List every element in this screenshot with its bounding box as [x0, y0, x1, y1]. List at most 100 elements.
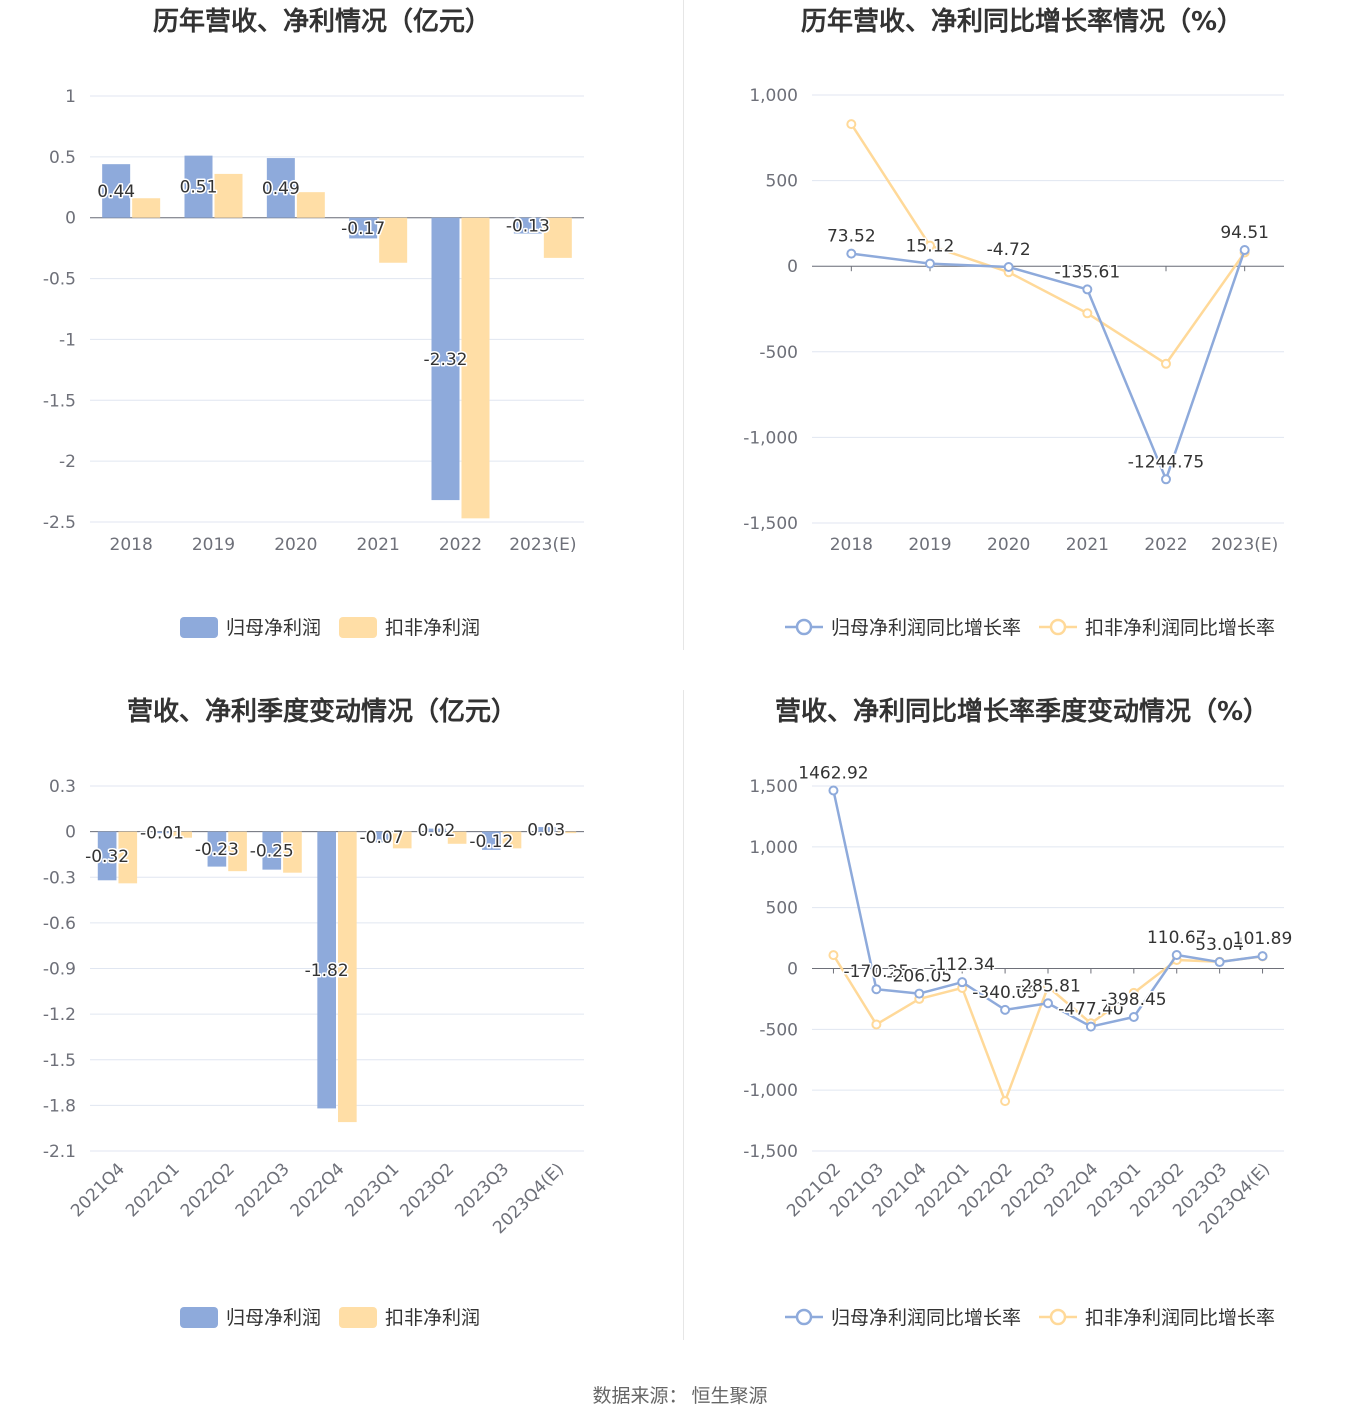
y-tick-label: 1,000 [749, 838, 798, 858]
y-tick-label: 0.3 [49, 777, 76, 797]
legend-label: 扣非净利润同比增长率 [1085, 617, 1275, 639]
point-koufei [1000, 1096, 1011, 1107]
chart-quarterly-profit: 营收、净利季度变动情况（亿元） 0.3 0 -0.3 -0.6 -0.9 -1.2 -1.5 -… [0, 690, 680, 1380]
legend-swatch [180, 617, 218, 638]
legend-marker [795, 1308, 813, 1326]
y-tick-label: 0 [787, 257, 798, 277]
y-tick-label: -0.6 [43, 914, 76, 934]
bar-guimu [349, 217, 378, 239]
data-label: -0.32 [85, 847, 129, 867]
data-label: 15.12 [906, 237, 955, 257]
chart-title: 营收、净利同比增长率季度变动情况（%） [775, 696, 1269, 727]
x-tick-label: 2022Q2 [177, 1159, 239, 1221]
bar-guimu [266, 158, 295, 218]
bar-koufei [228, 831, 247, 872]
y-tick-label: 0 [65, 209, 76, 229]
legend-swatch [180, 1307, 218, 1328]
data-label: -112.34 [929, 955, 995, 975]
x-tick-label: 2021 [357, 535, 400, 555]
y-tick-label: -500 [759, 343, 798, 363]
point-guimu [1161, 474, 1171, 485]
y-tick-label: -1.5 [43, 391, 76, 411]
point-guimu [957, 977, 968, 988]
bar-guimu [513, 217, 542, 234]
data-label: -2.32 [424, 350, 468, 370]
legend-swatch [339, 617, 377, 638]
point-guimu [925, 258, 935, 269]
annual-profit-svg: 历年营收、净利情况（亿元） 1 0.5 0 -0.5 -1 -1.5 -2 -2.5 2018 20… [43, 6, 584, 639]
y-tick-label: 1 [65, 87, 76, 107]
data-label: -170.25 [844, 962, 910, 982]
data-label: 110.67 [1147, 928, 1206, 948]
data-label: -0.12 [469, 832, 513, 852]
bar-guimu [431, 217, 460, 501]
annual-growth-svg: 历年营收、净利同比增长率情况（%） 1,000 500 0 -500 -1,000 -1,5… [743, 6, 1284, 639]
data-label: 94.51 [1220, 223, 1269, 243]
bar-koufei [173, 831, 192, 838]
y-tick-label: 0.5 [49, 148, 76, 168]
bar-koufei [392, 831, 412, 849]
data-label: 0.51 [180, 178, 218, 198]
bar-koufei [214, 173, 243, 218]
data-label: -0.17 [341, 219, 385, 239]
y-tick-label: -2.1 [43, 1142, 76, 1162]
point-guimu [914, 988, 925, 999]
bar-guimu [482, 831, 501, 850]
data-label: -285.81 [1015, 976, 1081, 996]
point-guimu [828, 785, 839, 796]
y-tick-label: -0.9 [43, 960, 76, 980]
x-tick-label: 2023Q1 [342, 1159, 404, 1221]
legend-label: 扣非净利润 [385, 1307, 480, 1329]
bar-guimu [152, 831, 172, 834]
bar-koufei [283, 831, 302, 873]
point-guimu [1171, 950, 1182, 961]
bar-guimu [262, 831, 282, 870]
legend-label: 归母净利润同比增长率 [831, 1307, 1021, 1329]
y-tick-label: -0.5 [43, 270, 76, 290]
point-guimu [1214, 957, 1225, 968]
x-tick-label: 2022 [1144, 535, 1187, 555]
y-tick-label: -1.5 [43, 1051, 76, 1071]
point-koufei [1128, 987, 1139, 998]
point-guimu [1085, 1021, 1096, 1032]
data-label: 0.03 [527, 820, 565, 840]
x-tick-label: 2023(E) [509, 535, 576, 555]
data-label: -0.07 [360, 828, 404, 848]
chart-title: 历年营收、净利同比增长率情况（%） [801, 6, 1243, 37]
data-label: -0.01 [140, 823, 184, 843]
data-label: -1.82 [305, 961, 349, 981]
y-tick-label: 0 [65, 823, 76, 843]
point-guimu [846, 248, 857, 259]
point-koufei [925, 240, 935, 251]
legend-label: 扣非净利润同比增长率 [1085, 1307, 1275, 1329]
x-tick-label: 2023(E) [1211, 535, 1278, 555]
legend-marker [795, 618, 813, 636]
bar-koufei [461, 217, 490, 519]
source-label: 数据来源： [592, 1385, 688, 1407]
x-tick-label: 2023Q2 [396, 1159, 458, 1221]
bar-guimu [184, 155, 213, 218]
point-koufei [846, 119, 857, 130]
bar-guimu [207, 831, 227, 867]
legend-label: 归母净利润 [226, 1307, 321, 1329]
data-label: -0.23 [195, 840, 239, 860]
point-guimu [1000, 1004, 1011, 1015]
chart-title: 营收、净利季度变动情况（亿元） [127, 696, 517, 727]
data-label: -477.40 [1058, 1000, 1124, 1020]
x-tick-label: 2020 [274, 535, 317, 555]
bar-koufei [132, 198, 161, 218]
point-guimu [1257, 951, 1268, 962]
x-tick-label: 2022 [439, 535, 482, 555]
y-tick-label: -1.8 [43, 1096, 76, 1116]
bar-koufei [338, 831, 357, 1123]
data-label: 1462.92 [798, 764, 868, 784]
point-guimu [1239, 245, 1250, 256]
x-tick-label: 2019 [192, 535, 235, 555]
divider-bottom [683, 690, 684, 1340]
chart-quarterly-growth: 营收、净利同比增长率季度变动情况（%） 1,500 1,000 500 0 -500 -1,… [680, 690, 1360, 1380]
y-tick-label: -2.5 [43, 513, 76, 533]
legend-marker [1049, 1308, 1067, 1326]
data-label: 73.52 [827, 227, 876, 247]
chart-annual-growth: 历年营收、净利同比增长率情况（%） 1,000 500 0 -500 -1,000 -1,5… [680, 0, 1360, 690]
data-label: -206.05 [886, 967, 952, 987]
